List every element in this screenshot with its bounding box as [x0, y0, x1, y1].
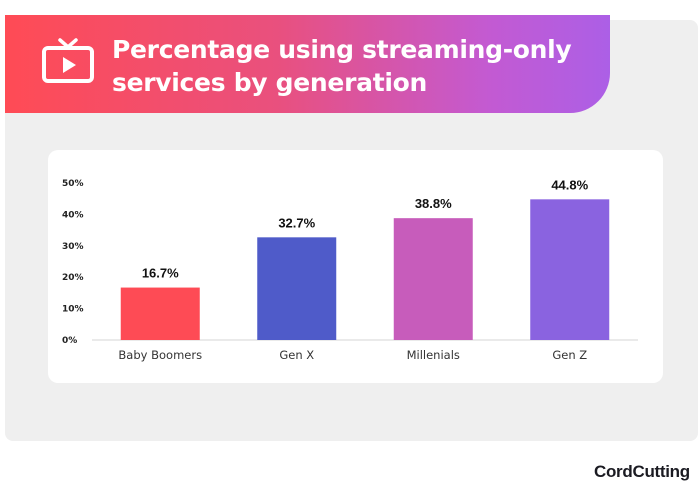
- x-tick-label: Gen Z: [552, 348, 587, 362]
- title-banner: [5, 15, 610, 113]
- bar: [530, 199, 610, 340]
- chart-title-line-1: Percentage using streaming-only: [112, 35, 572, 64]
- y-tick-label: 20%: [62, 273, 84, 283]
- bar-chart: 0% 10% 20% 30% 40% 50% 16.7% Baby Boomers 32.7% G…: [62, 177, 638, 362]
- cordcutting-logo: CordCutting: [594, 462, 690, 481]
- y-tick-label: 50%: [62, 179, 84, 189]
- x-tick-label: Gen X: [279, 348, 314, 362]
- y-tick-label: 40%: [62, 210, 84, 220]
- bar-data-label: 32.7%: [278, 215, 315, 230]
- tv-play-icon: [42, 38, 94, 83]
- bar-data-label: 44.8%: [551, 177, 588, 192]
- bar: [393, 218, 473, 340]
- y-tick-label: 10%: [62, 305, 84, 315]
- x-tick-label: Millenials: [407, 348, 460, 362]
- bar-data-label: 16.7%: [142, 266, 179, 281]
- x-tick-label: Baby Boomers: [118, 348, 202, 362]
- bar: [257, 237, 337, 340]
- y-tick-label: 0%: [62, 336, 77, 346]
- chart-title: Percentage using streaming-only services…: [112, 33, 592, 99]
- bar-data-label: 38.8%: [415, 196, 452, 211]
- chart-title-line-2: services by generation: [112, 68, 427, 97]
- bar: [120, 287, 200, 340]
- y-tick-label: 30%: [62, 242, 84, 252]
